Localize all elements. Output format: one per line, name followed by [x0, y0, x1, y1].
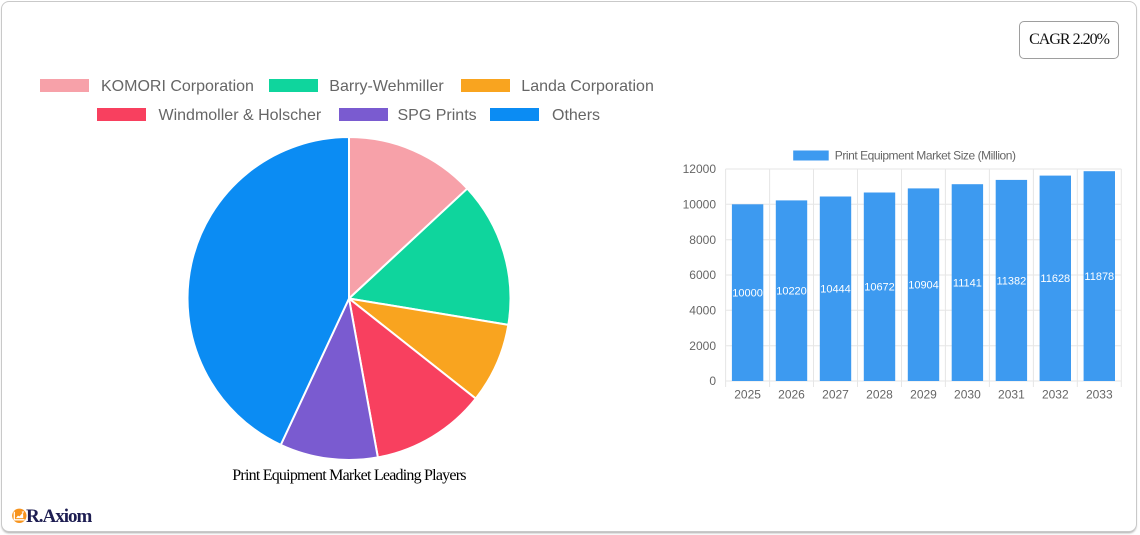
svg-text:10220: 10220 — [776, 286, 807, 298]
svg-text:11878: 11878 — [1084, 271, 1114, 283]
svg-text:10000: 10000 — [683, 198, 717, 212]
svg-text:11141: 11141 — [953, 278, 982, 290]
svg-text:2026: 2026 — [778, 388, 805, 402]
svg-text:10904: 10904 — [908, 280, 939, 292]
svg-text:2025: 2025 — [734, 388, 761, 402]
svg-text:12000: 12000 — [683, 162, 717, 176]
svg-text:2027: 2027 — [822, 388, 849, 402]
svg-text:6000: 6000 — [689, 268, 716, 282]
svg-text:Print Equipment Market Size (M: Print Equipment Market Size (Million) — [835, 149, 1016, 163]
svg-text:8000: 8000 — [689, 233, 716, 247]
svg-text:2000: 2000 — [689, 339, 716, 353]
svg-text:10000: 10000 — [732, 288, 763, 300]
svg-text:2032: 2032 — [1042, 388, 1069, 402]
svg-text:2029: 2029 — [910, 388, 937, 402]
svg-text:0: 0 — [709, 374, 716, 388]
svg-text:10444: 10444 — [820, 284, 851, 296]
svg-text:11628: 11628 — [1040, 273, 1070, 285]
svg-text:4000: 4000 — [689, 304, 716, 318]
svg-text:2028: 2028 — [866, 388, 893, 402]
svg-text:11382: 11382 — [997, 275, 1027, 287]
svg-text:2033: 2033 — [1086, 388, 1113, 402]
svg-text:2031: 2031 — [998, 388, 1025, 402]
svg-text:10672: 10672 — [864, 282, 895, 294]
svg-text:2030: 2030 — [954, 388, 981, 402]
